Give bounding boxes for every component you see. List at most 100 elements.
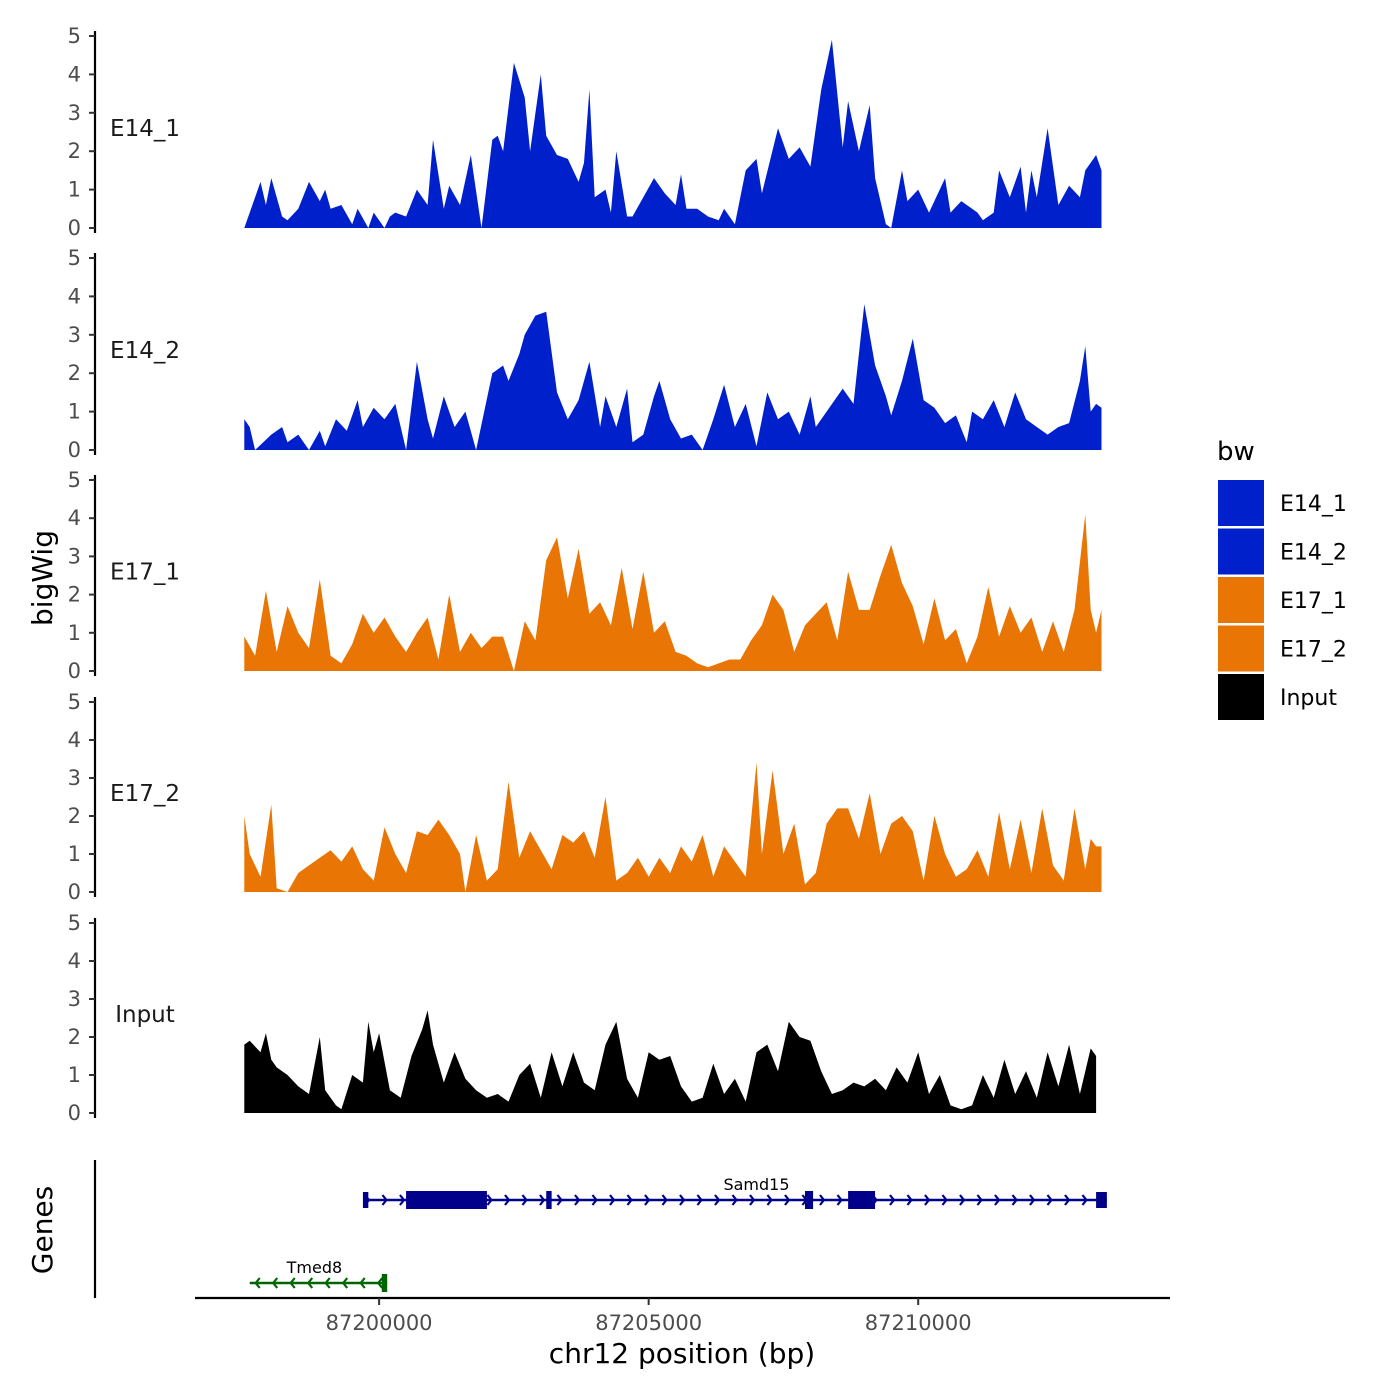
legend-label: Input: [1280, 686, 1337, 711]
strand-arrow: [714, 1194, 721, 1206]
y-tick-label: 4: [68, 728, 81, 752]
gene-exon: [381, 1274, 388, 1292]
legend-swatch: [1218, 577, 1264, 623]
legend-swatch: [1218, 480, 1264, 526]
x-axis-title: chr12 position (bp): [549, 1337, 815, 1370]
strand-arrow: [784, 1194, 791, 1206]
legend-label: E14_2: [1280, 541, 1347, 566]
strand-arrow: [836, 1194, 843, 1206]
legend-swatch: [1218, 625, 1264, 672]
y-tick-label: 4: [68, 62, 81, 86]
strand-arrow: [661, 1194, 668, 1206]
track-label: E14_1: [110, 116, 180, 142]
strand-arrow: [271, 1277, 279, 1289]
y-tick-label: 1: [68, 400, 81, 424]
strand-arrow: [556, 1194, 563, 1206]
strand-arrow: [959, 1194, 966, 1206]
y-tick-label: 5: [68, 468, 81, 492]
strand-arrow: [609, 1194, 616, 1206]
y-tick-label: 3: [68, 766, 81, 790]
x-axis: 87200000 87205000 87210000: [195, 1296, 1170, 1335]
signal-area: [244, 514, 1102, 671]
strand-arrow: [731, 1194, 738, 1206]
strand-arrow: [994, 1194, 1001, 1206]
strand-arrow: [289, 1277, 296, 1289]
strand-arrow: [1011, 1194, 1018, 1206]
legend: bw E14_1 E14_2 E17_1 E17_2 Input: [1217, 437, 1347, 720]
y-tick-label: 2: [68, 139, 81, 163]
strand-arrow: [376, 1277, 384, 1289]
genes-track: Samd15 Tmed8: [93, 1160, 1107, 1298]
y-tick-label: 0: [68, 438, 81, 462]
y-tick-label: 3: [68, 544, 81, 568]
strand-arrow: [341, 1277, 349, 1289]
y-tick-label: 4: [68, 284, 81, 308]
track-label: Input: [115, 1002, 175, 1028]
genes-axis-title: Genes: [26, 1186, 59, 1274]
gene-exon: [362, 1192, 369, 1208]
gene-samd15: Samd15: [362, 1175, 1107, 1209]
strand-arrow: [766, 1194, 773, 1206]
strand-arrow: [324, 1277, 331, 1289]
strand-arrow: [679, 1194, 686, 1206]
strand-arrow: [626, 1194, 633, 1206]
strand-arrow: [1081, 1194, 1088, 1206]
signal-area: [244, 39, 1102, 228]
legend-label: E17_1: [1280, 589, 1347, 614]
strand-arrow: [381, 1194, 388, 1206]
y-tick-label: 3: [68, 987, 81, 1011]
signal-area: [244, 1010, 1097, 1113]
strand-arrow: [906, 1194, 913, 1206]
y-tick-label: 0: [68, 659, 81, 683]
y-tick-label: 0: [68, 216, 81, 240]
y-tick-label: 2: [68, 804, 81, 828]
gene-label: Samd15: [723, 1175, 789, 1194]
y-tick-label: 4: [68, 506, 81, 530]
signal-tracks: 0 1 2 3 4 5 E14_1 0 1 2 3 4 5 E14_2 0 1 2 3 4 5 E17_1 0 1 2 3 4 5 E…: [68, 24, 1102, 1125]
gene-exon: [546, 1191, 552, 1209]
strand-arrow: [1064, 1194, 1071, 1206]
track-label: E14_2: [110, 338, 180, 364]
y-tick-label: 3: [68, 101, 81, 125]
strand-arrow: [399, 1194, 406, 1206]
x-tick-label: 87200000: [326, 1311, 433, 1335]
y-tick-label: 2: [68, 1025, 81, 1049]
strand-arrow: [941, 1194, 948, 1206]
gene-exon: [1096, 1192, 1107, 1208]
y-tick-label: 5: [68, 911, 81, 935]
strand-arrow: [486, 1194, 493, 1206]
strand-arrow: [591, 1194, 598, 1206]
y-tick-label: 1: [68, 621, 81, 645]
strand-arrow: [539, 1194, 546, 1206]
gene-exon: [804, 1191, 814, 1209]
y-tick-label: 4: [68, 949, 81, 973]
y-tick-label: 2: [68, 361, 81, 385]
strand-arrow: [574, 1194, 581, 1206]
y-tick-label: 0: [68, 880, 81, 904]
gene-label: Tmed8: [286, 1258, 343, 1277]
legend-swatch: [1218, 674, 1264, 720]
legend-label: E14_1: [1280, 492, 1347, 517]
strand-arrow: [749, 1194, 756, 1206]
y-tick-label: 2: [68, 583, 81, 607]
strand-arrow: [819, 1194, 826, 1206]
strand-arrow: [644, 1194, 651, 1206]
y-tick-label: 5: [68, 24, 81, 48]
gene-exon: [406, 1191, 487, 1209]
track-e14-1: 0 1 2 3 4 5 E14_1: [68, 24, 1102, 240]
y-tick-label: 1: [68, 842, 81, 866]
gene-tmed8: Tmed8: [249, 1258, 388, 1292]
strand-arrow: [924, 1194, 931, 1206]
legend-label: E17_2: [1280, 638, 1347, 663]
legend-title: bw: [1217, 437, 1255, 467]
strand-arrow: [696, 1194, 703, 1206]
signal-area: [244, 762, 1102, 892]
track-e17-2: 0 1 2 3 4 5 E17_2: [68, 690, 1102, 904]
strand-arrow: [306, 1277, 314, 1289]
strand-arrow: [504, 1194, 511, 1206]
y-tick-label: 5: [68, 246, 81, 270]
legend-swatch: [1218, 528, 1264, 575]
strand-arrow: [254, 1277, 261, 1289]
track-e17-1: 0 1 2 3 4 5 E17_1: [68, 468, 1102, 683]
